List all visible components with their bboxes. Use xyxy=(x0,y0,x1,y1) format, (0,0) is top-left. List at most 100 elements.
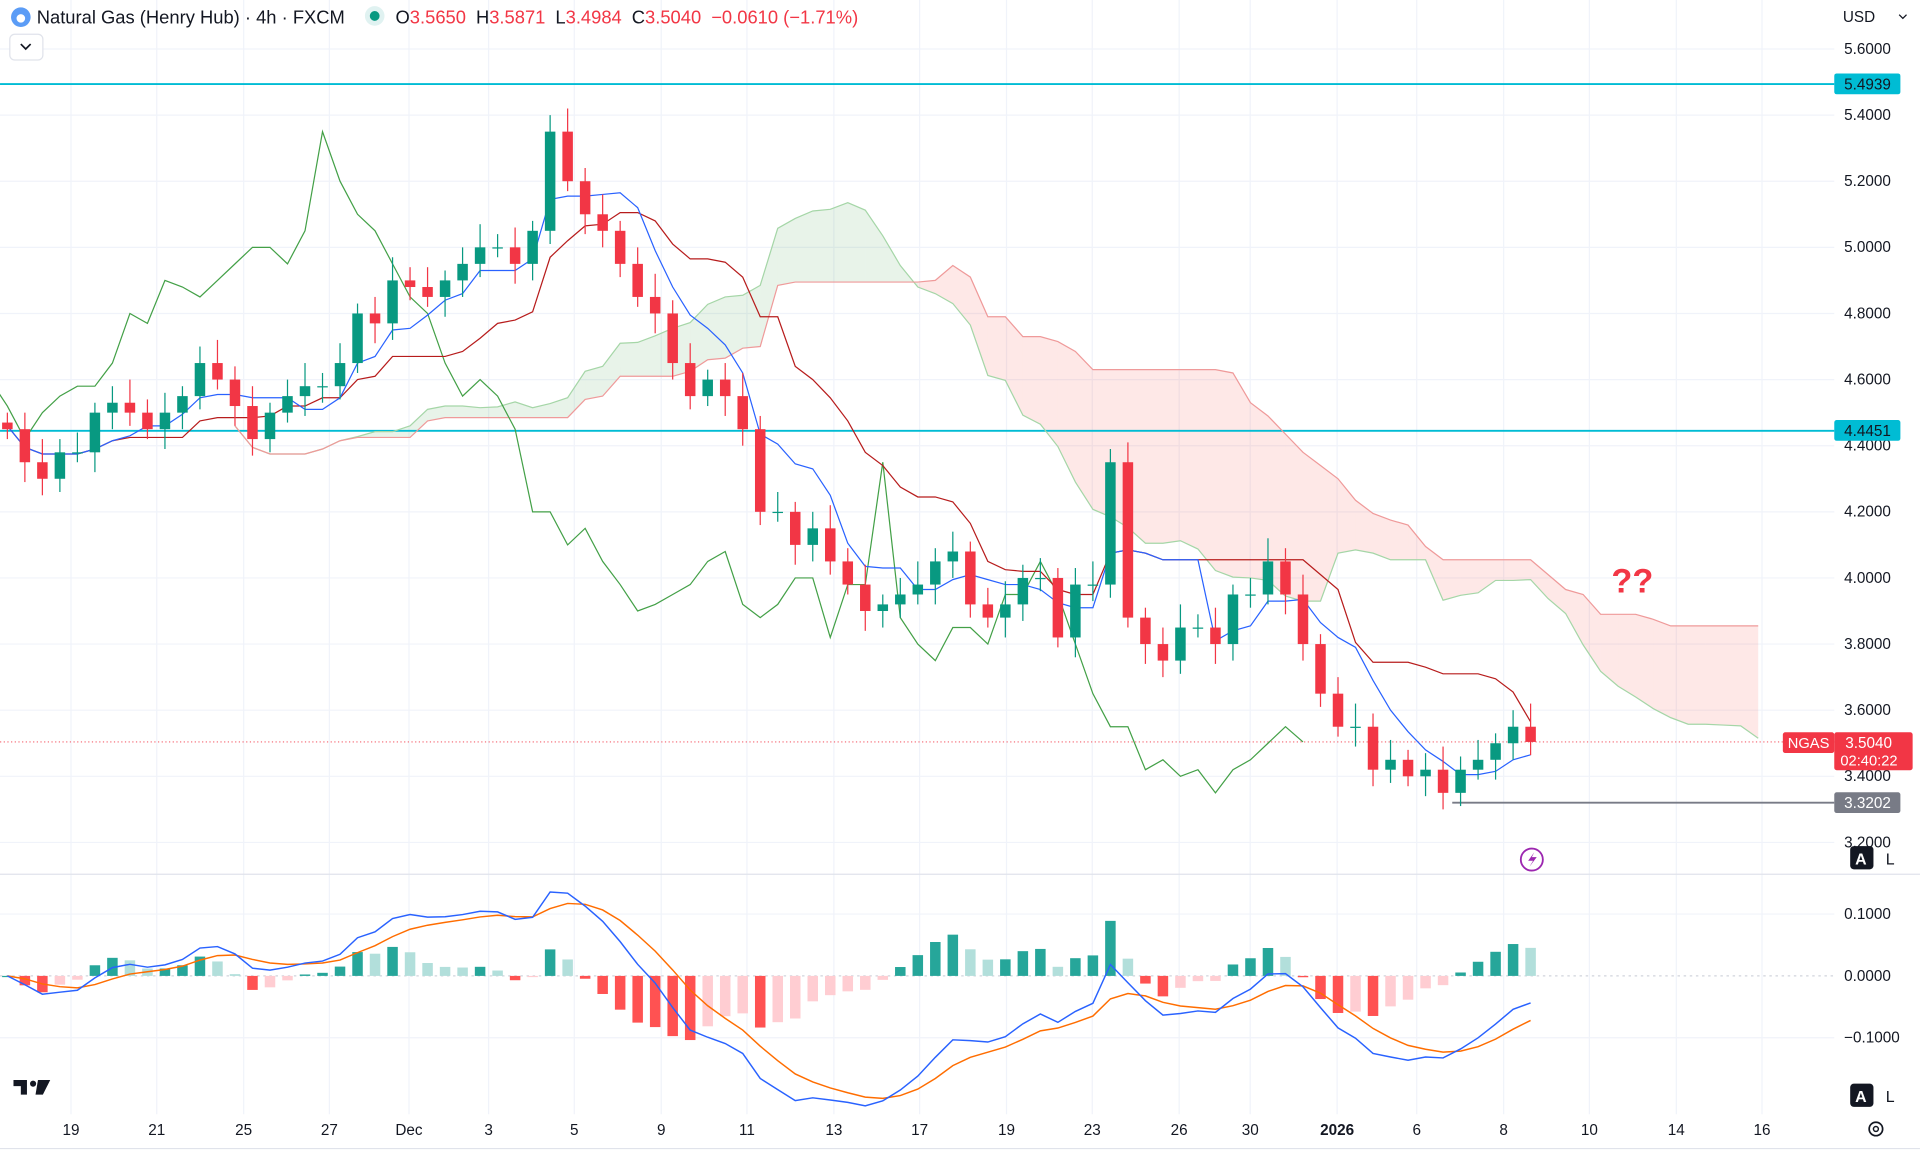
macd-histogram-bar xyxy=(1402,975,1414,1000)
candle-body xyxy=(1385,759,1396,770)
macd-histogram-bar xyxy=(1105,920,1116,976)
macd-histogram-bar xyxy=(282,975,293,981)
macd-histogram-bar xyxy=(789,975,801,1019)
macd-histogram-bar xyxy=(317,972,328,976)
macd-line xyxy=(7,891,1531,1107)
cloud-segment xyxy=(375,431,393,438)
time-tick-label: 30 xyxy=(1242,1122,1259,1139)
macd-histogram-bar xyxy=(177,965,188,976)
symbol-tag: NGAS xyxy=(1788,736,1830,752)
tenkan-sen xyxy=(6,192,1531,776)
macd-histogram-bar xyxy=(439,966,451,976)
price-tick-label: 4.8000 xyxy=(1844,305,1891,322)
macd-axis[interactable]: 0.1000 0.0000 −0.1000 xyxy=(1844,906,1900,1047)
cloud-segment xyxy=(987,316,1006,381)
currency-selector[interactable]: USD xyxy=(1843,9,1875,26)
cloud-segment xyxy=(777,218,796,286)
time-tick-label: 14 xyxy=(1668,1122,1686,1139)
candle-body xyxy=(1087,584,1099,586)
symbol-title[interactable]: Natural Gas (Henry Hub) · 4h · FXCM xyxy=(37,6,345,27)
horizontal-levels[interactable] xyxy=(0,83,1835,804)
auto-scale-button-macd[interactable] xyxy=(1850,1083,1874,1107)
candle-body xyxy=(1262,561,1274,595)
candle-body xyxy=(1140,617,1151,645)
macd-histogram-bar xyxy=(159,968,171,976)
candle-body xyxy=(492,247,503,249)
candle-body xyxy=(614,230,626,264)
macd-histogram-bar xyxy=(684,975,696,1041)
time-tick-label: 5 xyxy=(570,1122,579,1139)
macd-histogram-bar xyxy=(1262,947,1274,976)
time-tick-label: 19 xyxy=(63,1122,80,1139)
candle-body xyxy=(352,313,363,364)
macd-histogram-bar xyxy=(72,975,83,980)
auto-scale-button[interactable] xyxy=(1850,846,1874,870)
macd-histogram-bar xyxy=(807,975,819,1002)
candle-body xyxy=(1192,627,1204,629)
cloud-segment xyxy=(1600,614,1619,687)
macd-histogram-bar xyxy=(1122,958,1134,976)
macd-histogram-bar xyxy=(1035,948,1046,976)
candle-body xyxy=(1297,594,1309,645)
time-tick-label: 10 xyxy=(1581,1122,1598,1139)
level-label-upper: 5.4939 xyxy=(1844,76,1891,93)
time-tick-label: 26 xyxy=(1171,1122,1188,1139)
macd-histogram-bar xyxy=(1420,975,1431,989)
macd-histogram-bar xyxy=(1297,975,1309,978)
candle-body xyxy=(1507,726,1519,744)
price-tick-label: 5.0000 xyxy=(1844,239,1891,256)
candle-body xyxy=(842,561,854,585)
log-scale-button-macd[interactable]: L xyxy=(1886,1089,1895,1106)
macd-histogram-bar xyxy=(719,975,731,1017)
candle-body xyxy=(1245,594,1256,596)
log-scale-button[interactable]: L xyxy=(1886,851,1895,868)
macd-histogram-bar xyxy=(597,975,608,994)
time-tick-label: 13 xyxy=(825,1122,842,1139)
macd-histogram-bar xyxy=(1437,975,1449,986)
candle-body xyxy=(37,462,48,479)
tradingview-logo[interactable] xyxy=(13,1079,51,1095)
macd-histogram-bar xyxy=(387,946,398,976)
cloud-segment xyxy=(620,342,638,377)
currency-chevron-icon[interactable] xyxy=(1898,14,1907,20)
cloud-segment xyxy=(1302,452,1321,602)
candle-body xyxy=(667,313,678,364)
settings-gear-icon[interactable] xyxy=(1868,1121,1884,1137)
macd-tick-label: −0.1000 xyxy=(1844,1030,1900,1047)
level-label-middle-bg xyxy=(1834,419,1901,441)
candle-body xyxy=(107,402,118,413)
time-tick-label: 21 xyxy=(148,1122,165,1139)
collapse-legend-button[interactable] xyxy=(9,33,44,61)
price-tick-label: 4.6000 xyxy=(1844,371,1891,388)
candle-body xyxy=(1455,769,1466,793)
candle-body xyxy=(1035,577,1046,580)
ichimoku-lines xyxy=(0,129,1759,794)
candle-body xyxy=(1332,693,1344,727)
bar-countdown: 02:40:22 xyxy=(1840,753,1897,769)
candle-body xyxy=(422,287,433,297)
candle-body xyxy=(317,386,328,388)
macd-histogram-bar xyxy=(457,967,468,976)
macd-tick-label: 0.1000 xyxy=(1844,906,1891,923)
lightning-icon[interactable] xyxy=(1519,847,1544,872)
candle-body xyxy=(177,396,188,413)
price-axis[interactable]: 5.6000 5.4000 5.2000 5.0000 4.8000 4.6000 4.40… xyxy=(1844,41,1891,851)
macd-histogram-bar xyxy=(702,975,713,1027)
macd-histogram-bar xyxy=(124,960,136,976)
cloud-segment xyxy=(1215,369,1233,578)
candle-body xyxy=(737,396,748,430)
question-annotation: ?? xyxy=(1611,563,1653,601)
candle-body xyxy=(1402,759,1414,777)
candle-body xyxy=(719,379,731,397)
macd-histogram-bar xyxy=(1245,958,1256,976)
cloud-segment xyxy=(865,210,883,283)
macd-pane xyxy=(2,891,1536,1107)
candle-body xyxy=(1122,462,1134,618)
time-axis[interactable]: 19 21 25 27 Dec 3 5 9 11 13 17 19 23 26 30 2026 6 8 10 14 16 xyxy=(63,1122,1771,1139)
macd-histogram-bar xyxy=(1490,951,1501,976)
candle-body xyxy=(1157,644,1169,661)
cloud-segment xyxy=(1320,465,1339,602)
cloud-segment xyxy=(637,335,656,377)
cloud-segment xyxy=(882,235,901,283)
time-tick-label: 23 xyxy=(1084,1122,1101,1139)
